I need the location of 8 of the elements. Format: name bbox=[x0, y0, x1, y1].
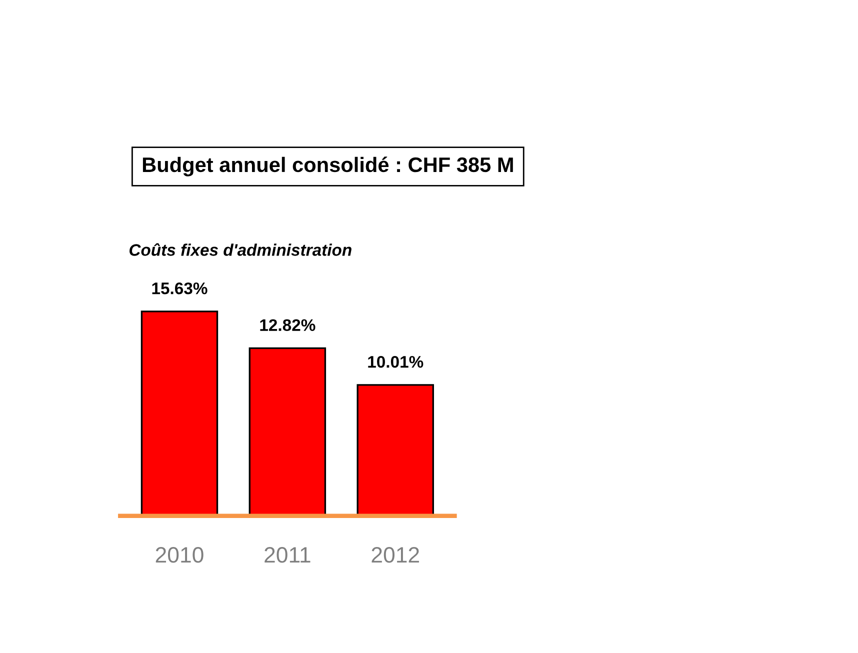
data-label: 10.01% bbox=[368, 356, 424, 368]
x-tick-label: 2010 bbox=[156, 547, 204, 563]
data-label: 15.63% bbox=[152, 282, 208, 294]
chart-subtitle: Coûts fixes d'administration bbox=[130, 243, 352, 256]
data-label: 12.82% bbox=[260, 319, 316, 332]
x-tick-label: 2012 bbox=[372, 547, 419, 563]
chart-title: Budget annuel consolidé : CHF 385 M bbox=[142, 156, 513, 176]
x-tick-label: 2011 bbox=[264, 547, 310, 563]
